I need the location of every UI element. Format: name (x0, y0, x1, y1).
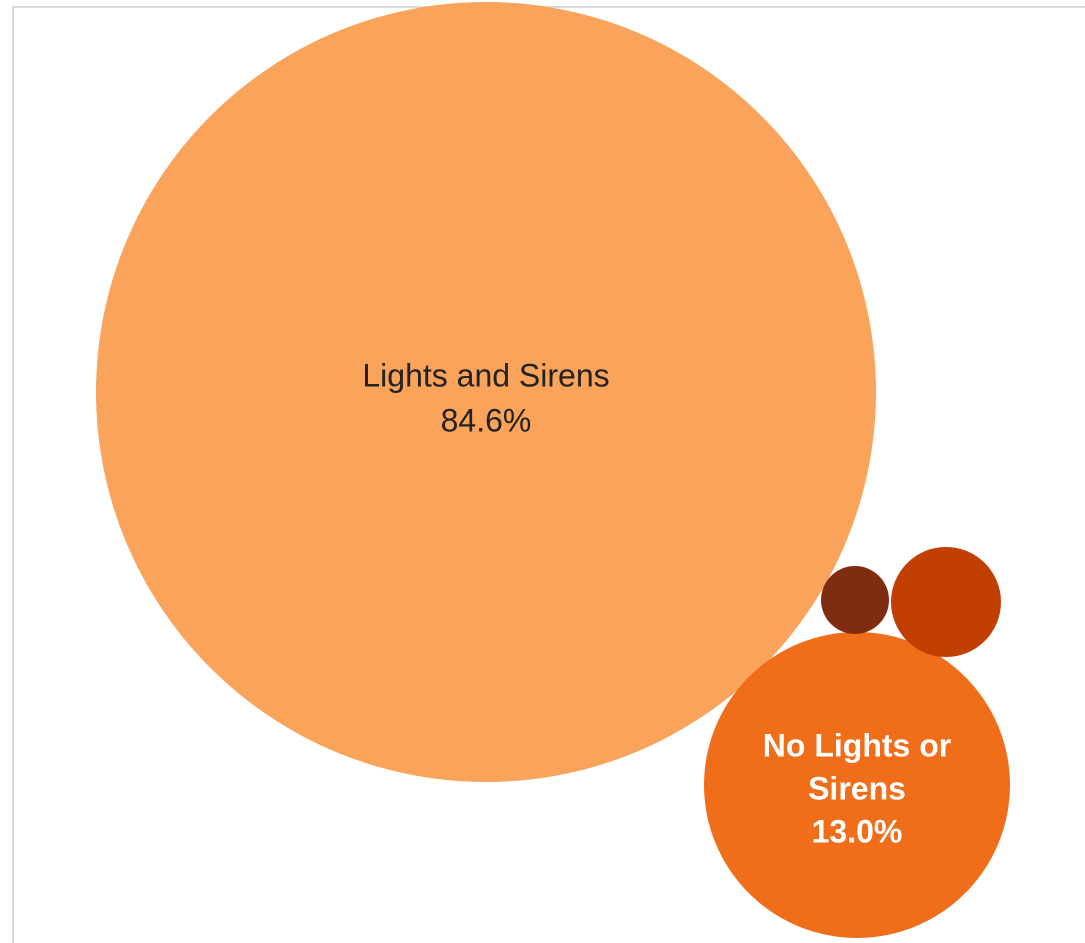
bubble-no-lights-or-sirens-label-line-1: No Lights or (763, 727, 951, 763)
bubble-no-lights-or-sirens-label-line-2: Sirens (808, 770, 906, 806)
bubble-lights-and-sirens-label-line-1: Lights and Sirens (362, 357, 609, 393)
bubble-lights-and-sirens[interactable] (96, 2, 876, 782)
bubble-small-red-group[interactable] (891, 547, 1001, 657)
bubble-no-lights-or-sirens[interactable] (704, 632, 1010, 938)
bubble-lights-and-sirens-group[interactable]: Lights and Sirens 84.6% (96, 2, 876, 782)
chart-frame (12, 6, 1085, 943)
bubble-no-lights-or-sirens-group[interactable]: No Lights or Sirens 13.0% (704, 632, 1010, 938)
bubble-small-brown-group[interactable] (821, 566, 889, 634)
bubble-lights-and-sirens-label-line-2: 84.6% (441, 402, 532, 438)
bubble-no-lights-or-sirens-label-line-3: 13.0% (812, 813, 903, 849)
bubble-small-red[interactable] (891, 547, 1001, 657)
bubble-small-brown[interactable] (821, 566, 889, 634)
